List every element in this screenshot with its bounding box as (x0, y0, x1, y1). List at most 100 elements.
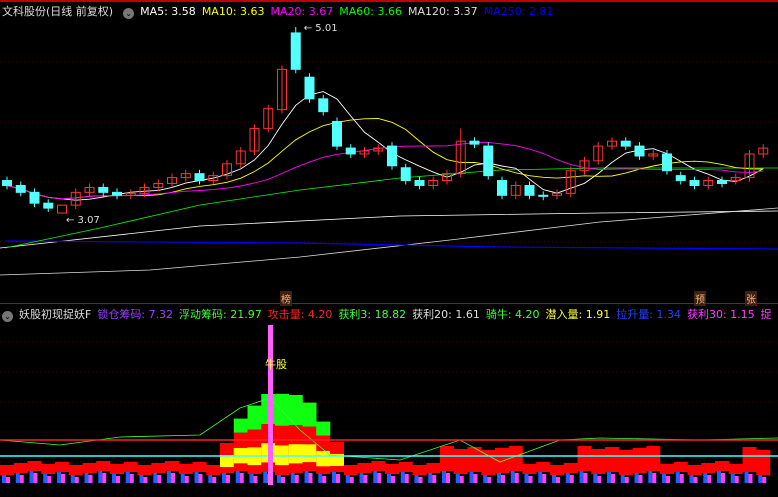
indicator-value: 浮动筹码: 21.97 (179, 308, 262, 321)
indicator-bar (387, 474, 391, 483)
indicator-bar (607, 472, 611, 483)
indicator-bar (171, 473, 175, 483)
indicator-area (591, 449, 606, 474)
indicator-bar (125, 472, 130, 483)
indicator-bar (70, 475, 75, 483)
indicator-area (123, 462, 138, 472)
indicator-bar (377, 473, 382, 483)
candle-body (483, 145, 494, 177)
indicator-area (453, 449, 468, 474)
indicator-value: 捉 (760, 308, 772, 321)
indicator-bar (721, 473, 725, 483)
indicator-bar (198, 474, 203, 483)
indicator-bar (730, 474, 735, 483)
indicator-bar (19, 475, 24, 483)
indicator-bar (662, 474, 666, 483)
candle-body (290, 32, 301, 70)
indicator-area (316, 421, 331, 436)
indicator-bar (294, 475, 299, 483)
indicator-bar (717, 471, 721, 483)
indicator-bar (648, 471, 653, 483)
indicator-bar (432, 475, 437, 483)
indicator-area (563, 463, 578, 473)
indicator-bar (497, 473, 501, 483)
candle-body (112, 191, 122, 196)
indicator-area (233, 418, 248, 433)
indicator-bar (194, 472, 199, 483)
indicator-area (605, 447, 619, 472)
indicator-bar (524, 474, 529, 483)
indicator-bar (404, 474, 409, 483)
indicator-area (275, 393, 289, 426)
indicator-bar (139, 475, 144, 483)
indicator-bar (675, 472, 680, 483)
candle-body (222, 163, 232, 177)
indicator-area (302, 444, 317, 463)
indicator-bar (707, 475, 712, 483)
ma250-white-line (0, 207, 778, 276)
indicator-bar (469, 472, 474, 483)
top-border (0, 0, 778, 2)
indicator-area (151, 463, 166, 473)
chevron-down-icon[interactable]: ⌄ (123, 8, 135, 19)
candle-body (428, 180, 439, 186)
indicator-area (508, 446, 523, 471)
candle-body (648, 153, 659, 157)
ma120-line (0, 210, 778, 249)
candle-body (607, 140, 617, 147)
indicator-bar (455, 474, 460, 483)
indicator-bar (2, 475, 6, 483)
indicator-bar (308, 473, 313, 483)
high-price-label: ← 5.01 (304, 23, 338, 34)
indicator-bar (47, 476, 52, 483)
ma-value: MA120: 3.37 (407, 5, 478, 18)
candle-body (263, 108, 274, 129)
indicator-bar (43, 474, 48, 483)
indicator-value: 获利20: 1.61 (412, 308, 480, 321)
indicator-bar (184, 476, 189, 483)
signal-label: 牛股 (265, 358, 287, 371)
price-header: 文科股份(日线 前复权) ⌄ MA5: 3.58 MA10: 3.63 MA20: 3.… (2, 3, 565, 19)
panel-divider[interactable] (0, 303, 778, 304)
indicator-bar (583, 473, 588, 483)
indicator-bar (102, 473, 107, 483)
indicator-bar (418, 477, 423, 483)
indicator-area (687, 465, 702, 475)
marker-zhang[interactable]: 张 (745, 291, 757, 306)
indicator-bar (748, 474, 753, 483)
indicator-area (96, 461, 111, 471)
indicator-area (206, 465, 221, 475)
indicator-bar (593, 474, 598, 483)
indicator-bar (235, 471, 240, 483)
candle-body (675, 175, 686, 182)
indicator-area (178, 464, 193, 474)
marker-bang[interactable]: 榜 (280, 291, 292, 306)
indicator-header: ⌄ 妖股初现捉妖F 锁仓筹码: 7.32 浮动筹码: 21.97 攻击量: 4.20 获利… (2, 306, 778, 322)
indicator-value: 攻击量: 4.20 (267, 308, 333, 321)
candle-body (29, 191, 40, 204)
candle-body (717, 180, 727, 184)
indicator-area (13, 463, 28, 473)
candle-body (304, 76, 315, 100)
indicator-area (550, 465, 564, 475)
ma250-line (4, 240, 778, 250)
candle-body (387, 145, 397, 167)
ma20-line (6, 141, 764, 200)
candle-body (565, 170, 576, 194)
candle-body (84, 186, 95, 193)
indicator-value: 潜入量: 1.91 (545, 308, 611, 321)
indicator-bar (345, 475, 350, 483)
indicator-bar (290, 473, 295, 483)
candle-body (744, 153, 755, 179)
stock-title[interactable]: 文科股份(日线 前复权) (2, 5, 114, 18)
chevron-down-icon[interactable]: ⌄ (2, 311, 13, 322)
candle-body (538, 194, 549, 197)
marker-yu[interactable]: 预 (694, 291, 706, 306)
indicator-area (385, 464, 399, 474)
indicator-name[interactable]: 妖股初现捉妖F (19, 308, 92, 321)
indicator-bar (304, 471, 309, 483)
indicator-bar (666, 476, 670, 483)
indicator-bar (693, 477, 698, 483)
ma60-line (4, 167, 778, 249)
